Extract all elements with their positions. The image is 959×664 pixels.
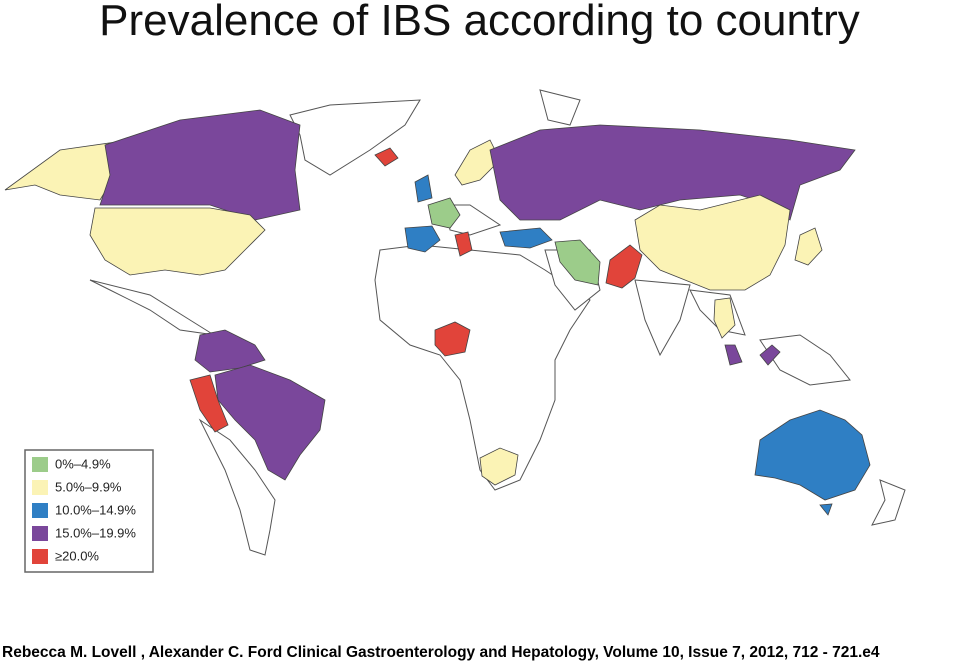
title: Prevalence of IBS according to country	[99, 0, 860, 45]
russia	[489, 124, 856, 221]
greece	[454, 231, 473, 257]
legend: 0%–4.9% 5.0%–9.9% 10.0%–14.9% 15.0%–19.9% ≥2…	[24, 449, 154, 573]
iran	[554, 239, 601, 286]
legend-label: 10.0%–14.9%	[55, 502, 136, 517]
legend-label: ≥20.0%	[55, 548, 99, 563]
japan	[794, 227, 823, 266]
pakistan	[605, 244, 643, 289]
brazil	[214, 364, 326, 481]
china	[634, 194, 791, 291]
citation: Rebecca M. Lovell , Alexander C. Ford Cl…	[2, 644, 880, 661]
iceland	[374, 147, 399, 167]
legend-swatch	[32, 526, 48, 541]
legend-swatch	[32, 549, 48, 564]
thailand	[713, 297, 736, 339]
legend-swatch	[32, 457, 48, 472]
canada	[99, 109, 301, 221]
colombia-venezuela	[194, 329, 266, 373]
usa	[89, 207, 266, 276]
legend-label: 15.0%–19.9%	[55, 525, 136, 540]
nigeria	[434, 321, 471, 357]
tasmania	[819, 503, 833, 516]
legend-swatch	[32, 503, 48, 518]
malaysia-east	[759, 344, 781, 366]
spain	[404, 225, 441, 253]
malaysia	[724, 344, 743, 366]
peru	[189, 374, 229, 433]
legend-label: 5.0%–9.9%	[55, 479, 122, 494]
uk	[414, 174, 433, 203]
turkey	[499, 227, 553, 249]
france	[427, 197, 461, 229]
south-africa	[479, 447, 519, 486]
australia	[754, 409, 871, 501]
legend-label: 0%–4.9%	[55, 456, 111, 471]
countries	[4, 109, 871, 516]
world-map: 0%–4.9% 5.0%–9.9% 10.0%–14.9% 15.0%–19.9% ≥2…	[4, 89, 906, 573]
legend-swatch	[32, 480, 48, 495]
